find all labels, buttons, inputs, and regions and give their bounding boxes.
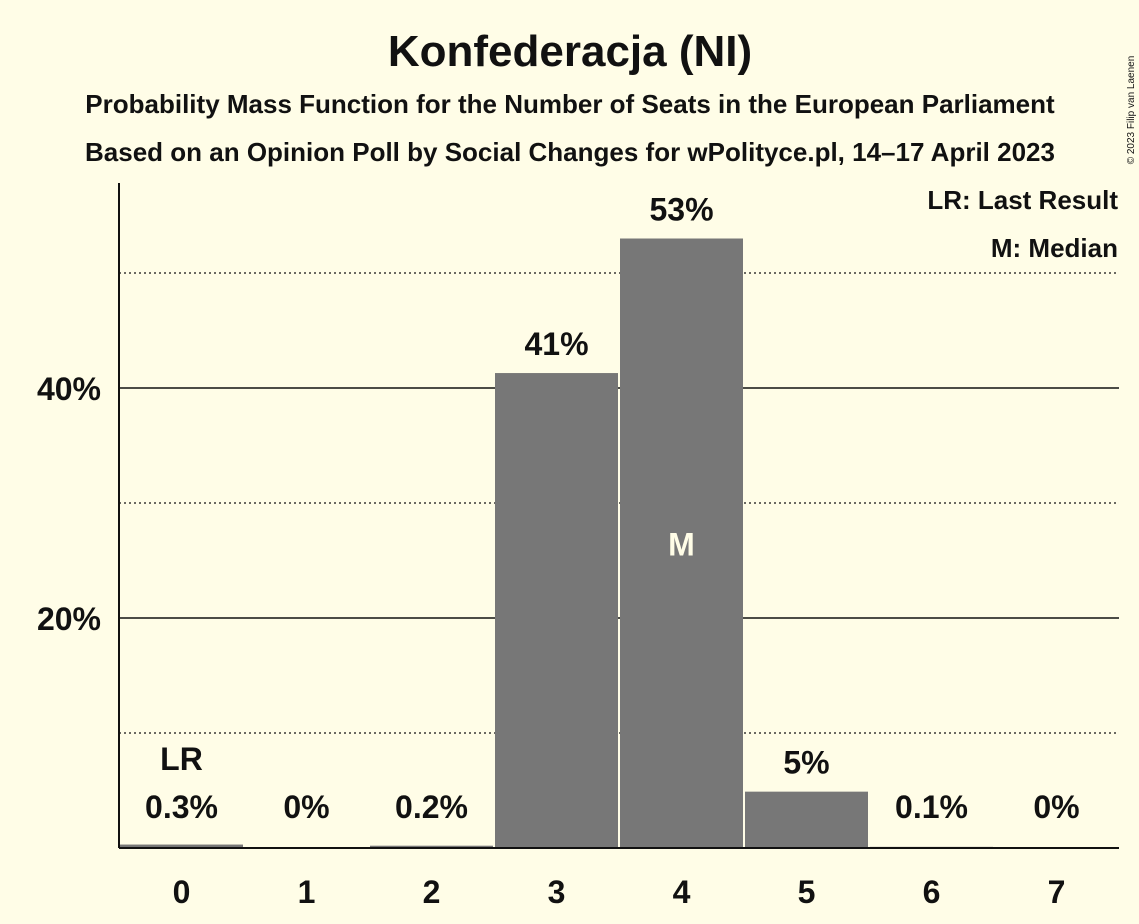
- data-label: 0.3%: [145, 789, 218, 825]
- x-tick-label: 3: [548, 874, 566, 910]
- bars: [120, 238, 993, 848]
- bar-seats-2: [370, 845, 493, 848]
- bar-seats-0: [120, 844, 243, 848]
- x-tick-label: 1: [298, 874, 316, 910]
- data-labels: 0.3% 0% 0.2% 41% 53% 5% 0.1% 0%: [145, 192, 1080, 826]
- gridlines: [119, 272, 1119, 734]
- x-tick-label: 5: [798, 874, 816, 910]
- data-label: 0%: [1033, 789, 1079, 825]
- markers: LR M: [160, 526, 695, 777]
- x-tick-label: 2: [423, 874, 441, 910]
- x-axis-ticks: 0 1 2 3 4 5 6 7: [173, 874, 1066, 910]
- x-tick-label: 6: [923, 874, 941, 910]
- data-label: 0.1%: [895, 789, 968, 825]
- data-label: 53%: [649, 192, 713, 228]
- y-tick-label: 40%: [37, 371, 101, 407]
- chart-title: Konfederacja (NI): [388, 27, 752, 76]
- bar-seats-5: [745, 791, 868, 848]
- x-tick-label: 7: [1048, 874, 1066, 910]
- chart-subtitle-source: Based on an Opinion Poll by Social Chang…: [85, 137, 1055, 167]
- last-result-marker: LR: [160, 741, 203, 777]
- x-tick-label: 4: [673, 874, 691, 910]
- bar-seats-3: [495, 373, 618, 848]
- x-tick-label: 0: [173, 874, 191, 910]
- copyright-notice: © 2023 Filip van Laenen: [1126, 56, 1137, 165]
- data-label: 0.2%: [395, 789, 468, 825]
- legend-last-result: LR: Last Result: [927, 185, 1118, 215]
- bar-seats-4: [620, 238, 743, 848]
- y-axis-ticks: 20% 40%: [37, 371, 101, 637]
- y-tick-label: 20%: [37, 601, 101, 637]
- data-label: 5%: [783, 745, 829, 781]
- legend-median: M: Median: [991, 233, 1118, 263]
- median-marker: M: [668, 526, 695, 562]
- chart-subtitle: Probability Mass Function for the Number…: [85, 89, 1055, 119]
- data-label: 0%: [283, 789, 329, 825]
- data-label: 41%: [524, 326, 588, 362]
